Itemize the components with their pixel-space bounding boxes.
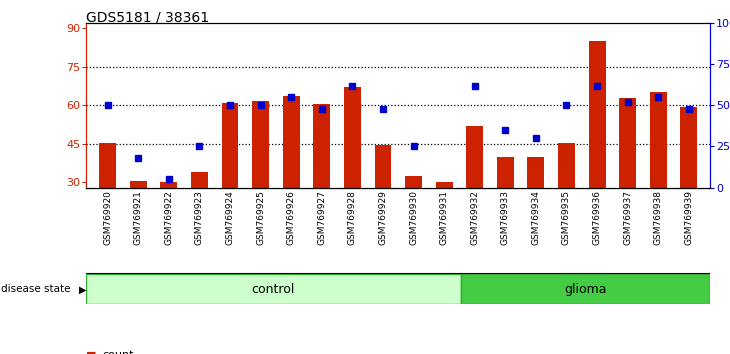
Text: GSM769936: GSM769936 xyxy=(593,190,602,245)
Text: GSM769937: GSM769937 xyxy=(623,190,632,245)
Text: GSM769931: GSM769931 xyxy=(439,190,449,245)
Bar xyxy=(466,126,483,259)
Text: GSM769938: GSM769938 xyxy=(654,190,663,245)
Text: GSM769939: GSM769939 xyxy=(684,190,693,245)
Bar xyxy=(497,157,514,259)
Text: disease state: disease state xyxy=(1,284,71,295)
Bar xyxy=(99,143,116,259)
Bar xyxy=(680,107,697,259)
Bar xyxy=(436,182,453,259)
Text: GSM769934: GSM769934 xyxy=(531,190,540,245)
Text: GSM769921: GSM769921 xyxy=(134,190,142,245)
Text: GSM769925: GSM769925 xyxy=(256,190,265,245)
Text: GSM769933: GSM769933 xyxy=(501,190,510,245)
Bar xyxy=(283,96,299,259)
Text: GSM769924: GSM769924 xyxy=(226,190,234,245)
Bar xyxy=(86,274,461,304)
Text: GSM769927: GSM769927 xyxy=(318,190,326,245)
Bar xyxy=(130,181,147,259)
Text: GSM769926: GSM769926 xyxy=(287,190,296,245)
Text: GSM769923: GSM769923 xyxy=(195,190,204,245)
Bar xyxy=(650,92,666,259)
Bar xyxy=(588,41,605,259)
Bar xyxy=(558,143,575,259)
Text: ■: ■ xyxy=(86,350,96,354)
Bar xyxy=(313,104,330,259)
Text: control: control xyxy=(252,283,295,296)
Bar xyxy=(252,102,269,259)
Bar xyxy=(405,176,422,259)
Text: GSM769920: GSM769920 xyxy=(103,190,112,245)
Text: count: count xyxy=(102,350,134,354)
Bar xyxy=(191,172,208,259)
Text: GSM769922: GSM769922 xyxy=(164,190,173,245)
Text: glioma: glioma xyxy=(564,283,607,296)
Text: GSM769930: GSM769930 xyxy=(409,190,418,245)
Text: GSM769928: GSM769928 xyxy=(347,190,357,245)
Bar xyxy=(221,103,239,259)
Bar xyxy=(528,157,545,259)
Text: GSM769935: GSM769935 xyxy=(562,190,571,245)
Text: ▶: ▶ xyxy=(79,284,86,295)
Bar xyxy=(344,87,361,259)
Bar xyxy=(619,98,636,259)
Bar xyxy=(161,182,177,259)
Bar xyxy=(374,145,391,259)
Text: GDS5181 / 38361: GDS5181 / 38361 xyxy=(86,11,210,25)
Bar xyxy=(461,274,710,304)
Text: GSM769932: GSM769932 xyxy=(470,190,479,245)
Text: GSM769929: GSM769929 xyxy=(378,190,388,245)
